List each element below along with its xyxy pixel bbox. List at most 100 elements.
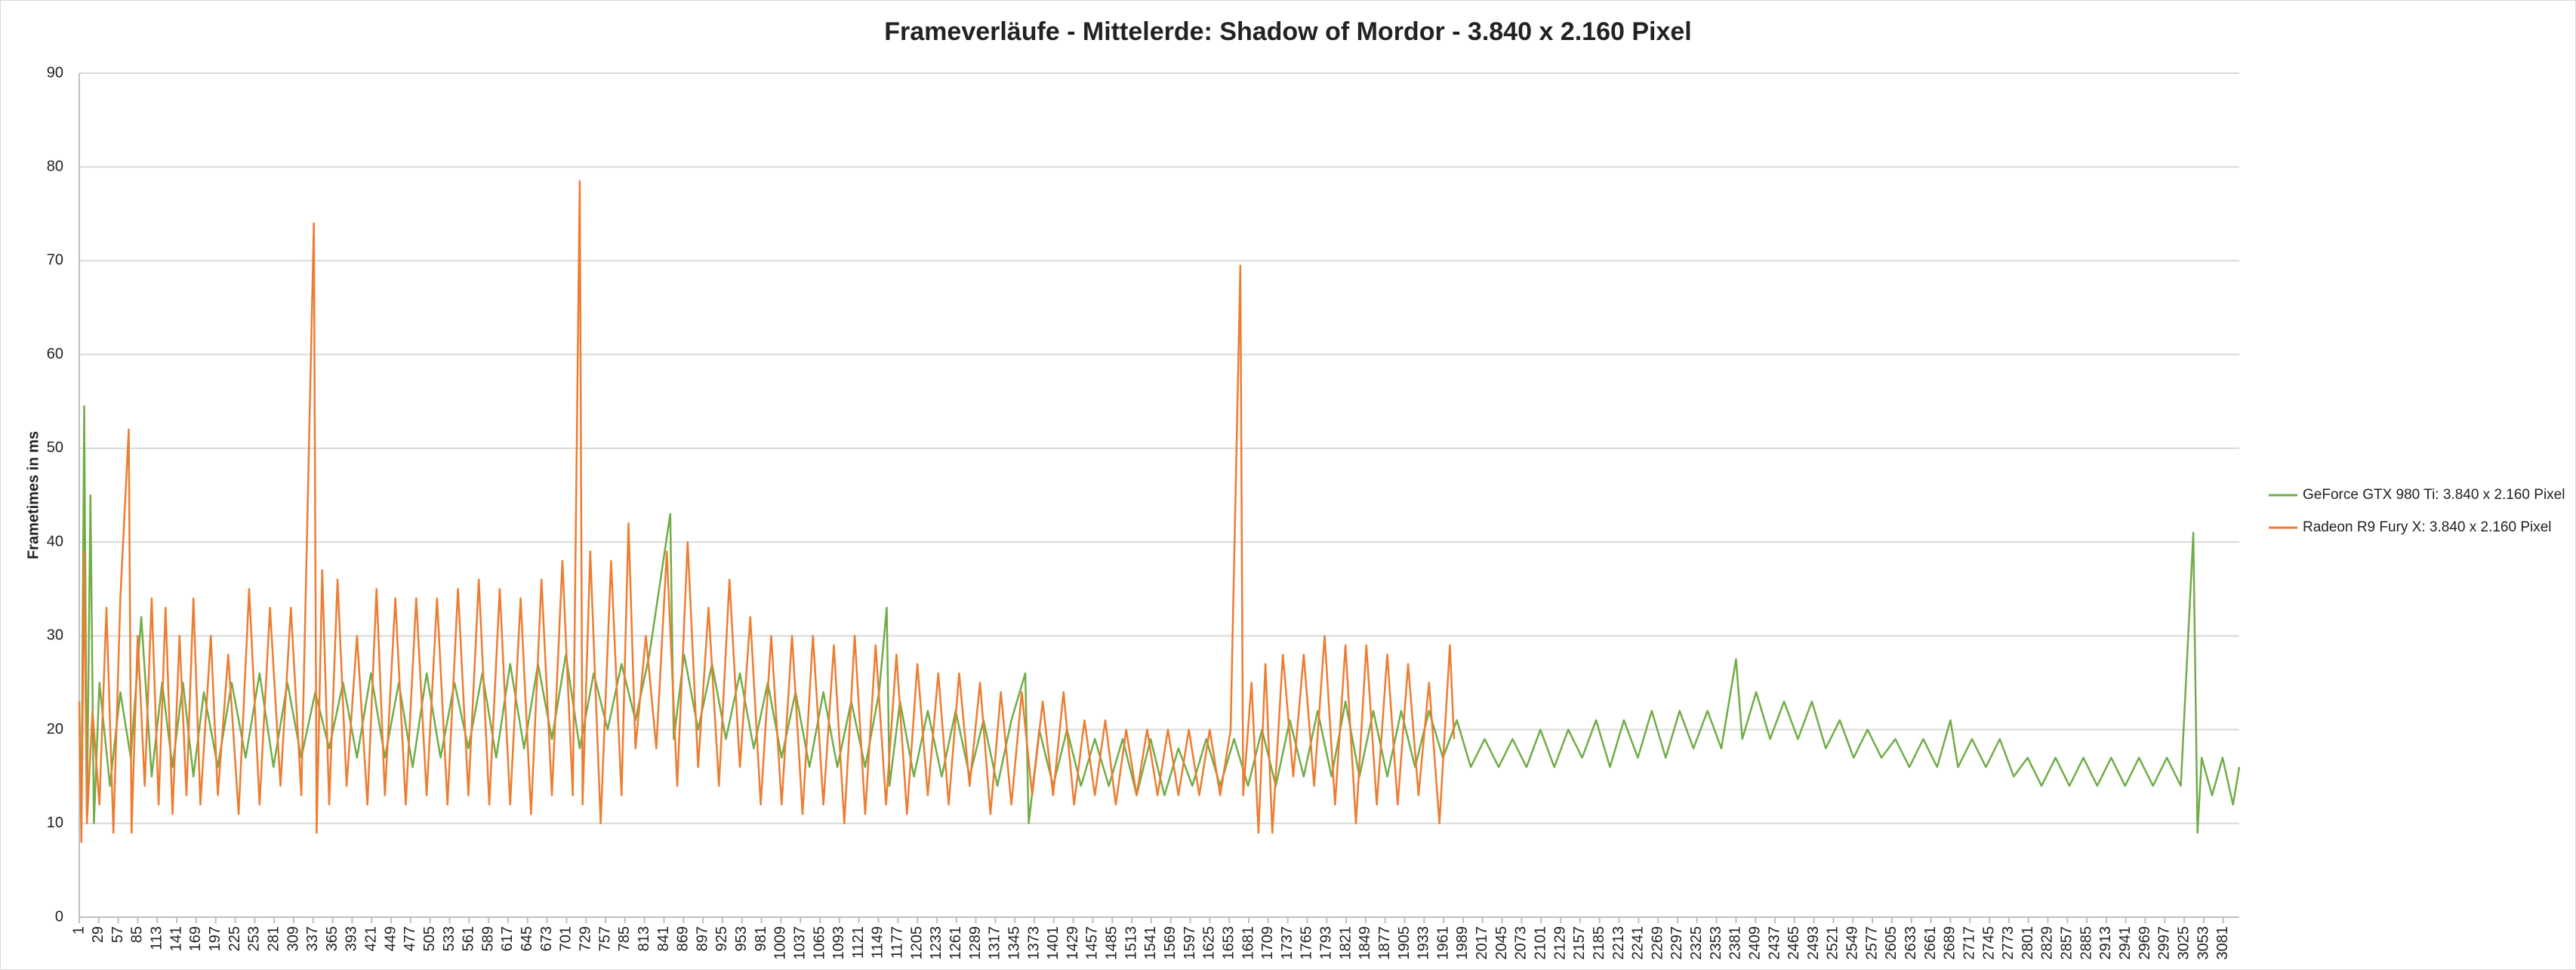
x-tick-label: 645	[519, 926, 535, 951]
x-tick-label: 2997	[2156, 926, 2173, 960]
y-axis-label: Frametimes in ms	[25, 431, 42, 559]
x-tick-label: 1877	[1376, 926, 1393, 960]
chart-title: Frameverläufe - Mittelerde: Shadow of Mo…	[884, 17, 1691, 46]
x-tick-label: 2829	[2039, 926, 2056, 960]
x-tick-label: 1149	[870, 926, 886, 959]
x-tick-label: 505	[421, 926, 438, 951]
x-tick-label: 2213	[1610, 926, 1627, 960]
x-tick-label: 2101	[1533, 926, 1549, 960]
x-tick-label: 1709	[1259, 926, 1276, 960]
x-tick-label: 2941	[2117, 926, 2134, 960]
x-tick-label: 1177	[889, 926, 906, 959]
x-tick-label: 2381	[1727, 926, 1744, 960]
x-tick-label: 1205	[908, 926, 925, 960]
x-tick-label: 1121	[850, 926, 867, 959]
y-tick-label: 40	[47, 533, 63, 550]
x-tick-label: 421	[363, 926, 380, 951]
legend-label: Radeon R9 Fury X: 3.840 x 2.160 Pixel	[2303, 519, 2552, 535]
x-tick-label: 1961	[1434, 926, 1451, 960]
x-tick-label: 29	[90, 926, 106, 943]
y-tick-label: 20	[47, 721, 63, 738]
x-tick-label: 3053	[2195, 926, 2211, 960]
x-tick-label: 2129	[1551, 926, 1568, 960]
x-tick-label: 925	[713, 926, 730, 951]
x-tick-label: 2857	[2059, 926, 2075, 960]
x-tick-label: 2773	[2000, 926, 2017, 960]
x-tick-label: 1849	[1357, 926, 1373, 960]
x-tick-label: 225	[226, 926, 243, 951]
y-tick-label: 70	[47, 252, 63, 269]
x-tick-label: 981	[753, 926, 769, 951]
x-tick-label: 169	[187, 926, 204, 951]
x-tick-label: 1765	[1299, 926, 1315, 960]
x-tick-label: 113	[149, 926, 165, 950]
x-tick-label: 1065	[811, 926, 827, 960]
x-tick-label: 1513	[1123, 926, 1139, 960]
x-tick-label: 2969	[2137, 926, 2153, 960]
x-tick-label: 85	[129, 926, 146, 943]
x-tick-label: 2017	[1474, 926, 1490, 960]
x-tick-label: 1317	[987, 926, 1003, 960]
x-tick-label: 281	[265, 926, 282, 951]
x-tick-label: 449	[382, 926, 399, 951]
x-tick-label: 2521	[1825, 926, 1841, 960]
x-tick-label: 1905	[1396, 926, 1413, 960]
x-tick-label: 1261	[948, 926, 964, 960]
series-line	[78, 180, 1456, 843]
x-tick-label: 2801	[2020, 926, 2036, 960]
x-tick-label: 2745	[1980, 926, 1997, 960]
x-tick-label: 1233	[928, 926, 944, 960]
x-tick-label: 2661	[1922, 926, 1939, 960]
x-tick-label: 253	[246, 926, 263, 951]
y-tick-label: 30	[47, 627, 63, 644]
x-tick-label: 785	[616, 926, 633, 951]
x-tick-label: 141	[168, 926, 184, 951]
y-tick-label: 60	[47, 346, 63, 362]
x-tick-label: 2241	[1630, 926, 1647, 960]
x-tick-label: 2633	[1903, 926, 1919, 960]
x-tick-label: 617	[499, 926, 516, 951]
x-tick-label: 673	[538, 926, 555, 951]
x-tick-label: 477	[402, 926, 418, 951]
x-tick-label: 897	[694, 926, 710, 951]
x-tick-label: 533	[441, 926, 458, 951]
x-tick-label: 1429	[1065, 926, 1081, 960]
legend-label: GeForce GTX 980 Ti: 3.840 x 2.160 Pixel	[2303, 487, 2565, 503]
x-tick-label: 1821	[1337, 926, 1354, 960]
x-tick-label: 197	[207, 926, 223, 951]
x-tick-label: 1793	[1318, 926, 1335, 960]
x-tick-label: 2577	[1863, 926, 1880, 960]
x-tick-label: 2465	[1786, 926, 1802, 960]
x-tick-label: 309	[285, 926, 301, 951]
x-tick-label: 953	[733, 926, 750, 951]
y-tick-label: 0	[55, 908, 63, 925]
x-tick-label: 393	[344, 926, 360, 951]
x-tick-label: 1681	[1240, 926, 1256, 960]
x-tick-label: 589	[479, 926, 496, 951]
x-tick-label: 869	[675, 926, 692, 951]
y-tick-label: 80	[47, 159, 63, 175]
x-tick-label: 2885	[2078, 926, 2094, 960]
x-tick-label: 729	[578, 926, 594, 951]
x-tick-label: 1989	[1454, 926, 1471, 960]
x-tick-label: 1289	[967, 926, 984, 960]
x-tick-label: 1373	[1025, 926, 1042, 960]
x-tick-label: 1933	[1416, 926, 1432, 960]
x-tick-label: 2073	[1513, 926, 1530, 960]
y-tick-label: 90	[47, 64, 63, 81]
x-tick-label: 1485	[1104, 926, 1120, 960]
x-tick-label: 1093	[830, 926, 847, 960]
x-tick-label: 1037	[791, 926, 808, 960]
y-tick-label: 50	[47, 439, 63, 456]
x-tick-label: 365	[324, 926, 340, 951]
x-tick-label: 2185	[1591, 926, 1607, 960]
x-tick-label: 2913	[2097, 926, 2114, 960]
x-tick-label: 841	[655, 926, 672, 951]
x-tick-label: 757	[596, 926, 613, 951]
x-tick-label: 813	[636, 926, 652, 951]
x-tick-label: 57	[109, 926, 126, 943]
x-tick-label: 1597	[1182, 926, 1198, 960]
